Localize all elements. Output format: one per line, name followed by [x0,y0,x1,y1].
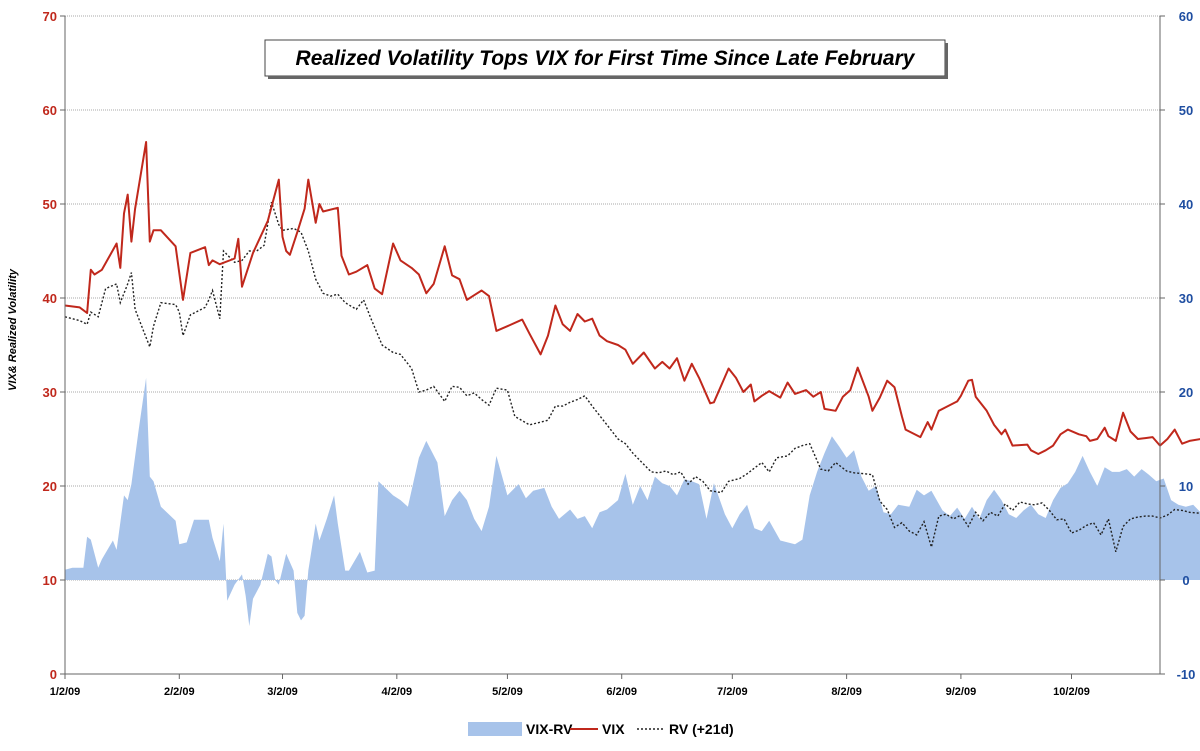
x-tick-label: 6/2/09 [606,686,637,698]
x-tick-label: 4/2/09 [382,686,413,698]
y2-tick-label: 50 [1179,103,1193,118]
x-tick-label: 10/2/09 [1053,686,1090,698]
title-shadow [268,76,948,79]
y2-tick-label: 40 [1179,197,1193,212]
y2-tick-label: 0 [1182,573,1189,588]
legend-label-vix: VIX [602,721,625,737]
x-tick-label: 2/2/09 [164,686,195,698]
chart-title: Realized Volatility Tops VIX for First T… [296,47,916,70]
y2-tick-label: 20 [1179,385,1193,400]
y-tick-label: 20 [43,479,57,494]
y-tick-label: 60 [43,103,57,118]
legend-swatch-vix-rv [468,722,522,736]
x-tick-label: 8/2/09 [831,686,862,698]
y-tick-label: 70 [43,9,57,24]
legend-label-rv: RV (+21d) [669,721,734,737]
x-tick-label: 9/2/09 [946,686,977,698]
x-tick-label: 7/2/09 [717,686,748,698]
series-area-vix-rv [65,377,1200,627]
y-tick-label: 50 [43,197,57,212]
x-tick-label: 5/2/09 [492,686,523,698]
legend: VIX-RV VIX RV (+21d) [468,721,734,737]
y2-tick-label: -10 [1177,667,1196,682]
title-shadow-right [945,43,948,79]
vix-rv-area-layer [65,377,1200,627]
y2-tick-label: 10 [1179,479,1193,494]
x-tick-label: 1/2/09 [50,686,81,698]
title-box: Realized Volatility Tops VIX for First T… [264,39,948,79]
y2-tick-label: 60 [1179,9,1193,24]
series-line-vix [64,141,1200,455]
y-tick-label: 30 [43,385,57,400]
y-tick-label: 40 [43,291,57,306]
y2-tick-label: 30 [1179,291,1193,306]
legend-label-vix-rv: VIX-RV [526,721,573,737]
y-axis-label: VIX& Realized Volatility [7,268,19,391]
x-tick-label: 3/2/09 [267,686,298,698]
y-tick-label: 10 [43,573,57,588]
axes-layer: 0 10 20 30 40 50 60 70 -10 0 10 20 30 40 50 60 1/2/09 2/2… [43,9,1196,698]
y-tick-label: 0 [50,667,57,682]
series-lines-layer [64,141,1200,552]
